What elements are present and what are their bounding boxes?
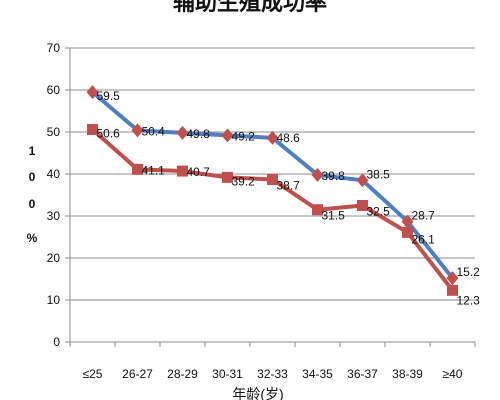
y-axis-label-char: % — [27, 231, 38, 245]
y-axis-label: 1 0 0% — [27, 144, 38, 245]
y-tick-label: 10 — [47, 293, 61, 307]
data-point — [87, 123, 98, 135]
data-label: 38.7 — [277, 178, 301, 192]
data-label: 39.2 — [232, 174, 256, 188]
series-group: 59.5 50.4 49.8 49.2 48.6 39.8 38.5 28.7 15.2 50.6… — [86, 85, 481, 307]
data-point — [401, 214, 414, 229]
data-point — [86, 85, 99, 100]
y-tick-label: 70 — [47, 41, 61, 55]
data-point — [357, 200, 368, 211]
data-label: 49.8 — [187, 127, 211, 141]
data-label: 50.4 — [142, 124, 166, 138]
data-point — [356, 173, 369, 188]
x-tick-label: 26-27 — [122, 367, 153, 381]
y-tick-label: 60 — [47, 83, 61, 97]
data-point — [267, 173, 278, 185]
data-label: 26.1 — [412, 232, 436, 246]
x-tick-label: ≤25 — [83, 367, 103, 381]
x-tick-label: 30-31 — [212, 367, 243, 381]
x-tick-label: 28-29 — [167, 367, 198, 381]
x-tick-label: 32-33 — [257, 367, 288, 381]
y-tick-label: 40 — [47, 167, 61, 181]
y-tick-label: 30 — [47, 209, 61, 223]
data-label: 28.7 — [412, 208, 436, 222]
y-axis-label-char: 0 — [29, 197, 36, 211]
x-tick-label: 38-39 — [392, 367, 423, 381]
x-axis: ≤25 26-27 28-29 30-31 32-33 34-35 36-37 38-39 ≥4… — [69, 341, 476, 381]
chart-title: 辅助生殖成功率 — [173, 0, 327, 15]
data-label: 39.8 — [322, 169, 346, 183]
y-tick-label: 50 — [47, 125, 61, 139]
data-label: 32.5 — [367, 205, 391, 219]
series-line — [91, 90, 455, 280]
x-axis-label: 年龄(岁) — [232, 386, 283, 400]
data-label: 15.2 — [457, 265, 481, 279]
y-axis-label-char: 0 — [29, 170, 36, 184]
data-point — [311, 167, 324, 182]
x-tick-label: 36-37 — [347, 367, 378, 381]
x-tick-label: 34-35 — [302, 367, 333, 381]
data-point — [177, 165, 188, 177]
data-point — [446, 271, 459, 286]
data-label: 49.2 — [232, 129, 256, 143]
data-label: 59.5 — [97, 89, 121, 103]
y-tick-label: 0 — [53, 335, 60, 349]
x-tick-label: ≥40 — [443, 367, 463, 381]
data-point — [266, 130, 279, 145]
data-label: 41.1 — [142, 163, 166, 177]
data-point — [447, 284, 458, 296]
y-axis-label-char: 1 — [29, 144, 36, 158]
data-label: 38.5 — [367, 167, 391, 181]
data-label: 50.6 — [97, 126, 121, 140]
y-tick-label: 20 — [47, 251, 61, 265]
data-label: 12.3 — [457, 293, 481, 307]
data-point — [176, 125, 189, 140]
data-point — [131, 123, 144, 138]
data-point — [402, 226, 413, 238]
series-line — [91, 127, 455, 292]
data-label: 40.7 — [187, 165, 211, 179]
data-label: 31.5 — [322, 209, 346, 223]
data-label: 48.6 — [277, 131, 301, 145]
y-axis: 0 10 20 30 40 50 60 70 — [47, 41, 71, 349]
data-point — [221, 128, 234, 143]
data-point — [222, 171, 233, 183]
data-point — [312, 204, 323, 216]
data-point — [132, 163, 143, 175]
